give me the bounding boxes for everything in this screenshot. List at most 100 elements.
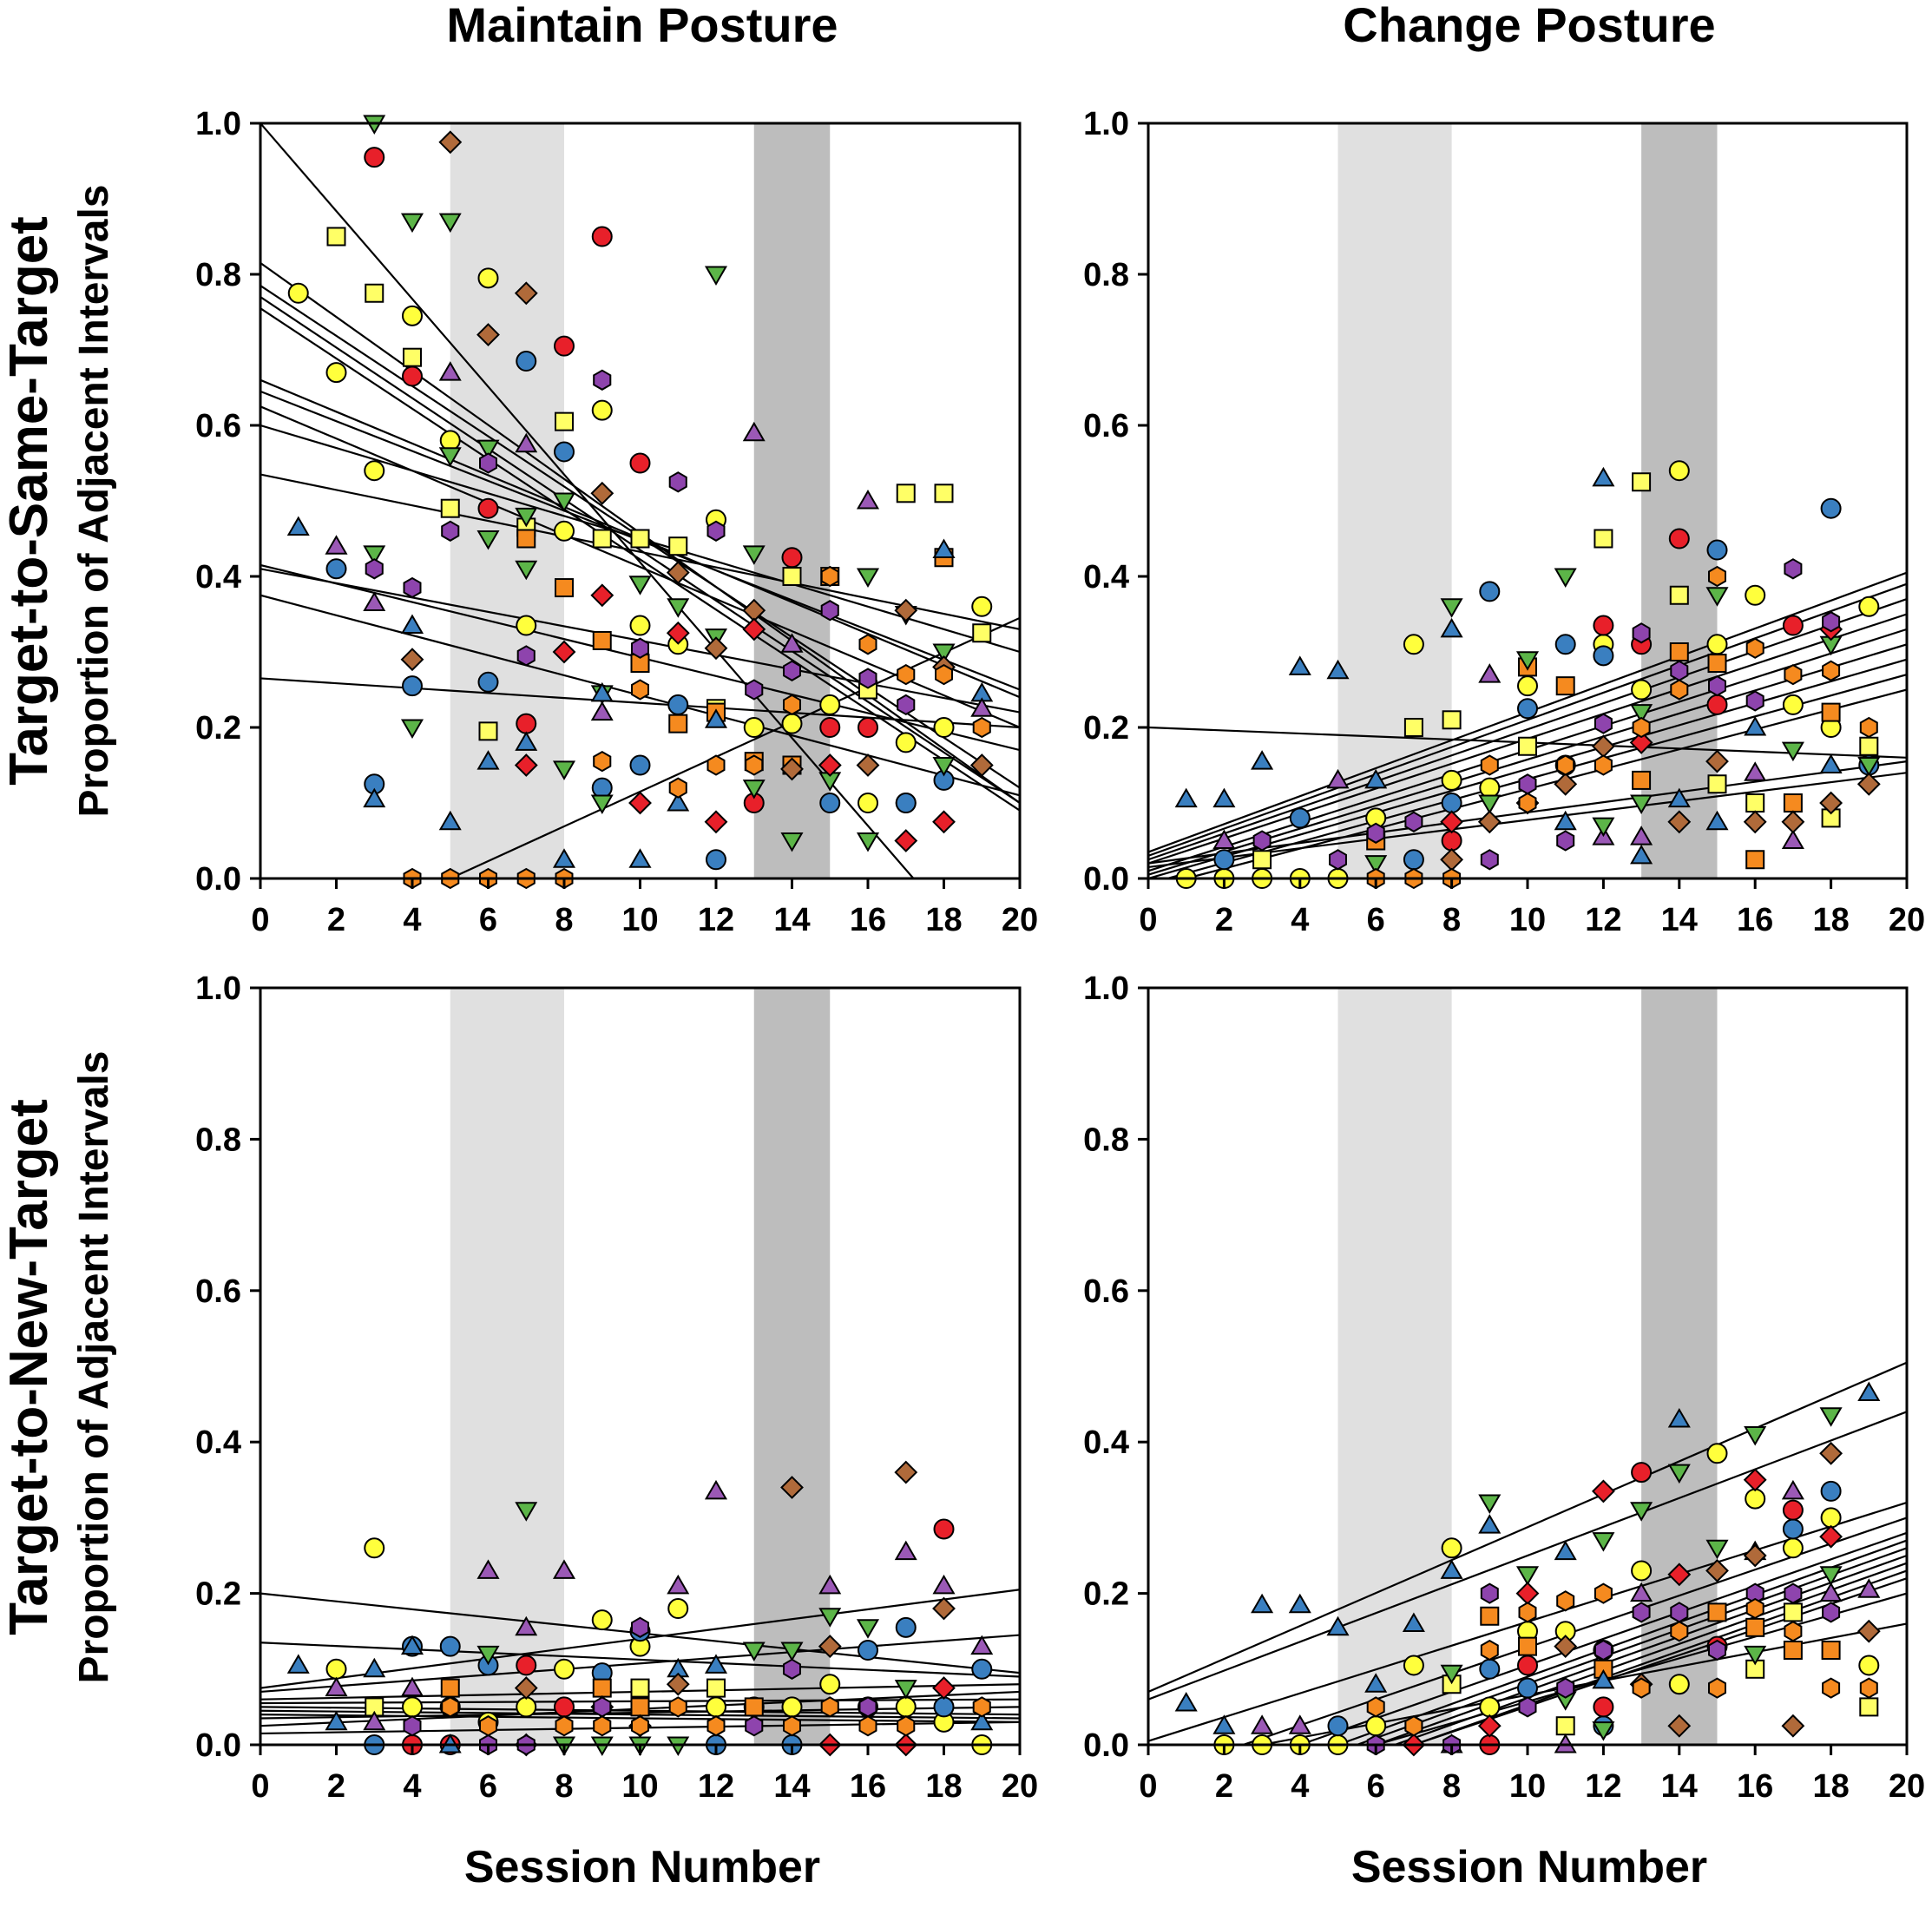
x-tick-label: 16 bbox=[1737, 1768, 1773, 1805]
point-square-yellow bbox=[1594, 529, 1613, 549]
point-triangle-up-purple bbox=[704, 1479, 728, 1500]
point-diamond-red bbox=[1743, 1468, 1767, 1492]
point-diamond-brown bbox=[1819, 791, 1843, 815]
point-hexagon-purple bbox=[1670, 660, 1689, 681]
y-tick-label: 1.0 bbox=[195, 970, 241, 1007]
point-circle-blue bbox=[1479, 1658, 1501, 1680]
point-triangle-up-blue bbox=[1212, 1714, 1236, 1734]
point-triangle-up-purple bbox=[515, 1615, 538, 1636]
point-triangle-down-green bbox=[856, 832, 880, 852]
point-triangle-up-blue bbox=[1174, 787, 1198, 808]
point-triangle-down-green bbox=[515, 1502, 538, 1522]
point-circle-red bbox=[364, 147, 385, 168]
point-triangle-down-green bbox=[1857, 757, 1881, 777]
point-circle-blue bbox=[1593, 645, 1614, 667]
point-hexagon-purple bbox=[1784, 558, 1803, 580]
point-triangle-down-green bbox=[856, 568, 880, 588]
point-square-yellow bbox=[1783, 1602, 1803, 1622]
point-triangle-up-purple bbox=[780, 633, 804, 653]
point-hexagon-orange bbox=[1670, 1621, 1689, 1642]
point-triangle-up-blue bbox=[400, 614, 424, 634]
x-tick-label: 6 bbox=[1367, 902, 1385, 938]
point-diamond-brown bbox=[1667, 810, 1692, 834]
point-triangle-up-blue bbox=[1326, 659, 1350, 680]
point-diamond-brown bbox=[1856, 772, 1881, 796]
fit-line-7 bbox=[1148, 658, 1907, 878]
point-hexagon-orange bbox=[1556, 754, 1575, 776]
fit-line-2 bbox=[1148, 582, 1907, 857]
y-tick-label: 0.8 bbox=[195, 257, 241, 293]
point-hexagon-orange bbox=[1404, 1715, 1423, 1737]
point-hexagon-orange bbox=[1822, 660, 1841, 681]
point-diamond-red bbox=[932, 810, 956, 834]
point-circle-yellow bbox=[554, 520, 575, 542]
x-tick-label: 10 bbox=[621, 902, 658, 938]
point-circle-blue bbox=[1820, 497, 1842, 519]
point-circle-blue bbox=[933, 1696, 955, 1718]
point-hexagon-purple bbox=[706, 520, 726, 542]
point-hexagon-orange bbox=[783, 694, 801, 716]
point-diamond-brown bbox=[666, 1672, 690, 1696]
row-subtitle-new: Proportion of Adjacent Intervals bbox=[71, 1051, 117, 1684]
fit-line-0 bbox=[1148, 1361, 1907, 1693]
y-tick-label: 0.8 bbox=[1083, 1122, 1129, 1158]
point-square-orange bbox=[1555, 676, 1575, 696]
point-triangle-down-green bbox=[1478, 1494, 1502, 1514]
point-triangle-up-purple bbox=[1630, 1582, 1653, 1602]
point-triangle-up-blue bbox=[1212, 787, 1236, 808]
point-circle-red bbox=[1593, 1696, 1614, 1718]
point-hexagon-orange bbox=[1366, 1696, 1385, 1718]
point-diamond-brown bbox=[666, 561, 690, 585]
point-circle-yellow bbox=[1668, 1674, 1690, 1695]
point-circle-yellow bbox=[933, 717, 955, 738]
x-tick-label: 6 bbox=[479, 902, 497, 938]
point-triangle-up-blue bbox=[704, 708, 728, 728]
point-hexagon-orange bbox=[1745, 637, 1764, 659]
point-hexagon-orange bbox=[745, 754, 764, 776]
point-square-orange bbox=[1707, 654, 1727, 674]
point-circle-blue bbox=[516, 351, 537, 372]
point-circle-blue bbox=[325, 558, 347, 580]
points bbox=[1174, 460, 1881, 890]
point-circle-yellow bbox=[516, 1696, 537, 1718]
point-square-yellow bbox=[592, 529, 612, 549]
point-circle-yellow bbox=[1441, 1537, 1462, 1559]
point-triangle-up-blue bbox=[1744, 716, 1767, 736]
point-square-orange bbox=[1480, 1606, 1500, 1626]
point-triangle-up-blue bbox=[1705, 810, 1729, 831]
point-circle-red bbox=[591, 226, 613, 247]
point-triangle-down-green bbox=[856, 1619, 880, 1639]
point-hexagon-orange bbox=[631, 679, 649, 701]
point-hexagon-purple bbox=[1480, 849, 1499, 871]
point-diamond-red bbox=[514, 753, 538, 777]
point-triangle-down-green bbox=[400, 719, 424, 739]
point-hexagon-purple bbox=[783, 1658, 801, 1680]
point-square-yellow bbox=[365, 283, 384, 303]
point-hexagon-purple bbox=[1480, 1582, 1499, 1604]
point-triangle-up-blue bbox=[1554, 810, 1577, 831]
point-hexagon-purple bbox=[1556, 830, 1575, 852]
point-triangle-up-blue bbox=[400, 1635, 424, 1655]
point-hexagon-purple bbox=[1366, 822, 1385, 844]
point-hexagon-purple bbox=[403, 1715, 422, 1737]
point-triangle-down-green bbox=[1705, 1539, 1729, 1560]
point-hexagon-orange bbox=[1594, 1582, 1613, 1604]
point-circle-yellow bbox=[1479, 777, 1501, 799]
fit-line-7 bbox=[1375, 1554, 1907, 1745]
y-tick-label: 0.2 bbox=[1083, 1576, 1129, 1613]
point-hexagon-purple bbox=[897, 694, 916, 716]
point-circle-blue bbox=[591, 777, 613, 799]
point-square-yellow bbox=[782, 567, 802, 586]
point-triangle-up-blue bbox=[1288, 1593, 1311, 1614]
point-circle-yellow bbox=[858, 793, 878, 813]
point-triangle-down-green bbox=[894, 1680, 917, 1700]
point-triangle-down-green bbox=[363, 545, 386, 565]
point-diamond-brown bbox=[894, 598, 918, 622]
shaded-band-0 bbox=[450, 123, 564, 878]
point-hexagon-purple bbox=[745, 1715, 764, 1737]
point-triangle-up-blue bbox=[286, 516, 310, 536]
point-circle-blue bbox=[439, 1635, 461, 1657]
point-circle-blue bbox=[667, 694, 689, 715]
point-triangle-up-blue bbox=[628, 848, 652, 868]
x-tick-label: 20 bbox=[1889, 902, 1925, 938]
